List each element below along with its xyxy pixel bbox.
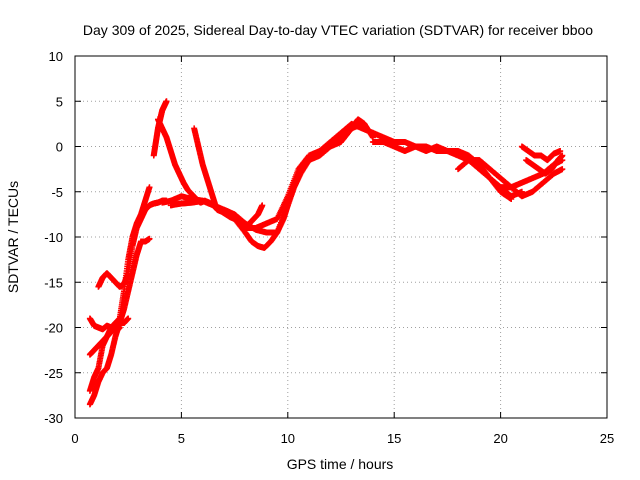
plot-frame xyxy=(74,55,608,419)
x-tick-label: 25 xyxy=(600,431,614,446)
data-point xyxy=(559,166,566,173)
y-tick-label: -15 xyxy=(44,275,63,290)
y-tick-label: 10 xyxy=(49,49,63,64)
series-trace-16 xyxy=(523,152,566,177)
axis-ticks: 0 5 10 15 20 25 -30 -25 -20 -15 -10 -5 0 5 10 xyxy=(44,49,614,446)
x-tick-label: 0 xyxy=(71,431,78,446)
data-point xyxy=(508,195,515,202)
x-tick-label: 5 xyxy=(178,431,185,446)
y-axis-label: SDTVAR / TECUs xyxy=(5,181,21,293)
data-points xyxy=(86,98,566,408)
data-point xyxy=(125,315,132,322)
y-tick-label: -10 xyxy=(44,230,63,245)
y-tick-label: 5 xyxy=(56,94,63,109)
data-point xyxy=(116,324,123,331)
x-tick-label: 15 xyxy=(387,431,401,446)
data-point xyxy=(146,184,153,191)
x-tick-label: 10 xyxy=(281,431,295,446)
series-trace-14 xyxy=(455,157,566,200)
data-point xyxy=(557,148,564,155)
series-trace-17 xyxy=(518,143,564,164)
series-trace-4 xyxy=(86,315,123,336)
y-tick-label: -20 xyxy=(44,321,63,336)
series-trace-11 xyxy=(220,116,376,251)
data-point xyxy=(146,235,153,242)
y-tick-label: -30 xyxy=(44,411,63,426)
series-trace-5 xyxy=(95,197,170,290)
chart-title: Day 309 of 2025, Sidereal Day-to-day VTE… xyxy=(83,22,593,38)
y-tick-label: 0 xyxy=(56,140,63,155)
y-tick-label: -5 xyxy=(51,185,63,200)
data-point xyxy=(163,98,170,105)
x-tick-label: 20 xyxy=(493,431,507,446)
grid xyxy=(75,56,607,418)
data-point xyxy=(559,152,566,159)
y-tick-label: -25 xyxy=(44,366,63,381)
data-point xyxy=(259,202,266,209)
x-axis-label: GPS time / hours xyxy=(287,456,394,472)
